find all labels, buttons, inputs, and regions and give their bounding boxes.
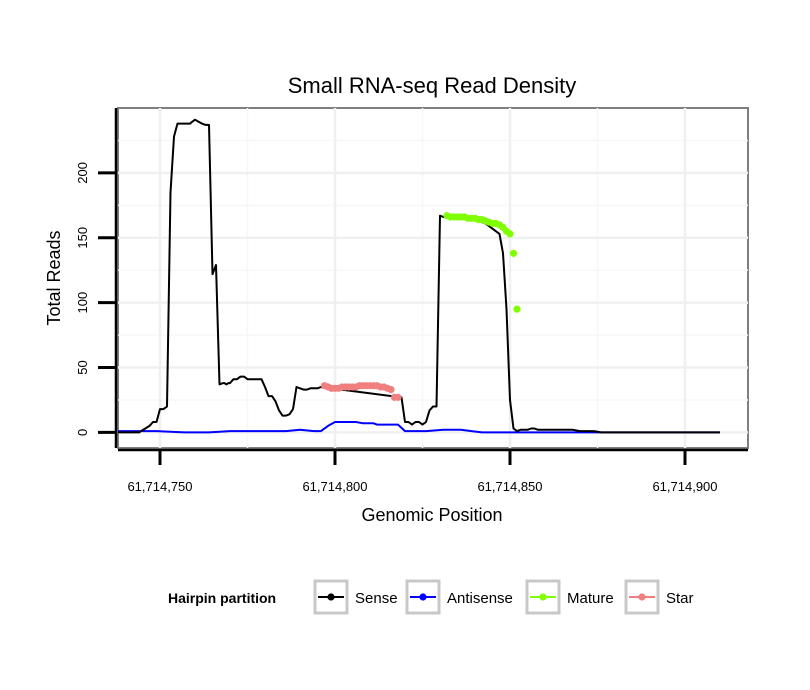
legend-label-antisense: Antisense: [447, 590, 513, 607]
y-tick-label: 150: [75, 227, 90, 249]
x-tick-label: 61,714,800: [302, 479, 367, 494]
y-tick-label: 100: [75, 292, 90, 314]
gridlines: [118, 108, 748, 448]
y-tick-label: 50: [75, 360, 90, 374]
legend-items: Sense Antisense Mature Star: [313, 579, 694, 615]
legend-key-point-sense: [327, 593, 335, 601]
y-axis: 0 50 100 150 200: [75, 108, 118, 448]
series-point-mature: [509, 249, 518, 257]
y-tick-label: 0: [75, 429, 90, 436]
legend-key-point-star: [638, 593, 646, 601]
x-tick-label: 61,714,750: [127, 479, 192, 494]
series-line-antisense: [118, 421, 720, 434]
series-point-star: [387, 386, 395, 394]
plot-background: [117, 107, 749, 449]
x-axis: 61,714,750 61,714,800 61,714,850 61,714,900: [118, 448, 748, 494]
series-point-mature: [506, 230, 514, 238]
x-tick-label: 61,714,850: [477, 479, 542, 494]
legend-title: Hairpin partition: [168, 590, 276, 606]
plot-panel: [117, 107, 749, 449]
y-axis-label: Total Reads: [44, 230, 64, 325]
series-point-star: [394, 393, 402, 401]
legend-label-star: Star: [666, 590, 694, 607]
legend-label-mature: Mature: [567, 590, 614, 607]
legend-key-point-antisense: [419, 593, 427, 601]
y-tick-label: 200: [75, 162, 90, 184]
legend-key-point-mature: [539, 593, 547, 601]
legend: Hairpin partition Sense Antisense Mature St…: [168, 579, 694, 615]
series-point-mature: [513, 305, 521, 313]
series-layer: [118, 118, 720, 434]
x-axis-label: Genomic Position: [361, 505, 502, 525]
legend-label-sense: Sense: [355, 590, 398, 607]
x-tick-label: 61,714,900: [652, 479, 717, 494]
series-line-sense: [118, 118, 720, 434]
chart-title: Small RNA-seq Read Density: [288, 73, 577, 98]
